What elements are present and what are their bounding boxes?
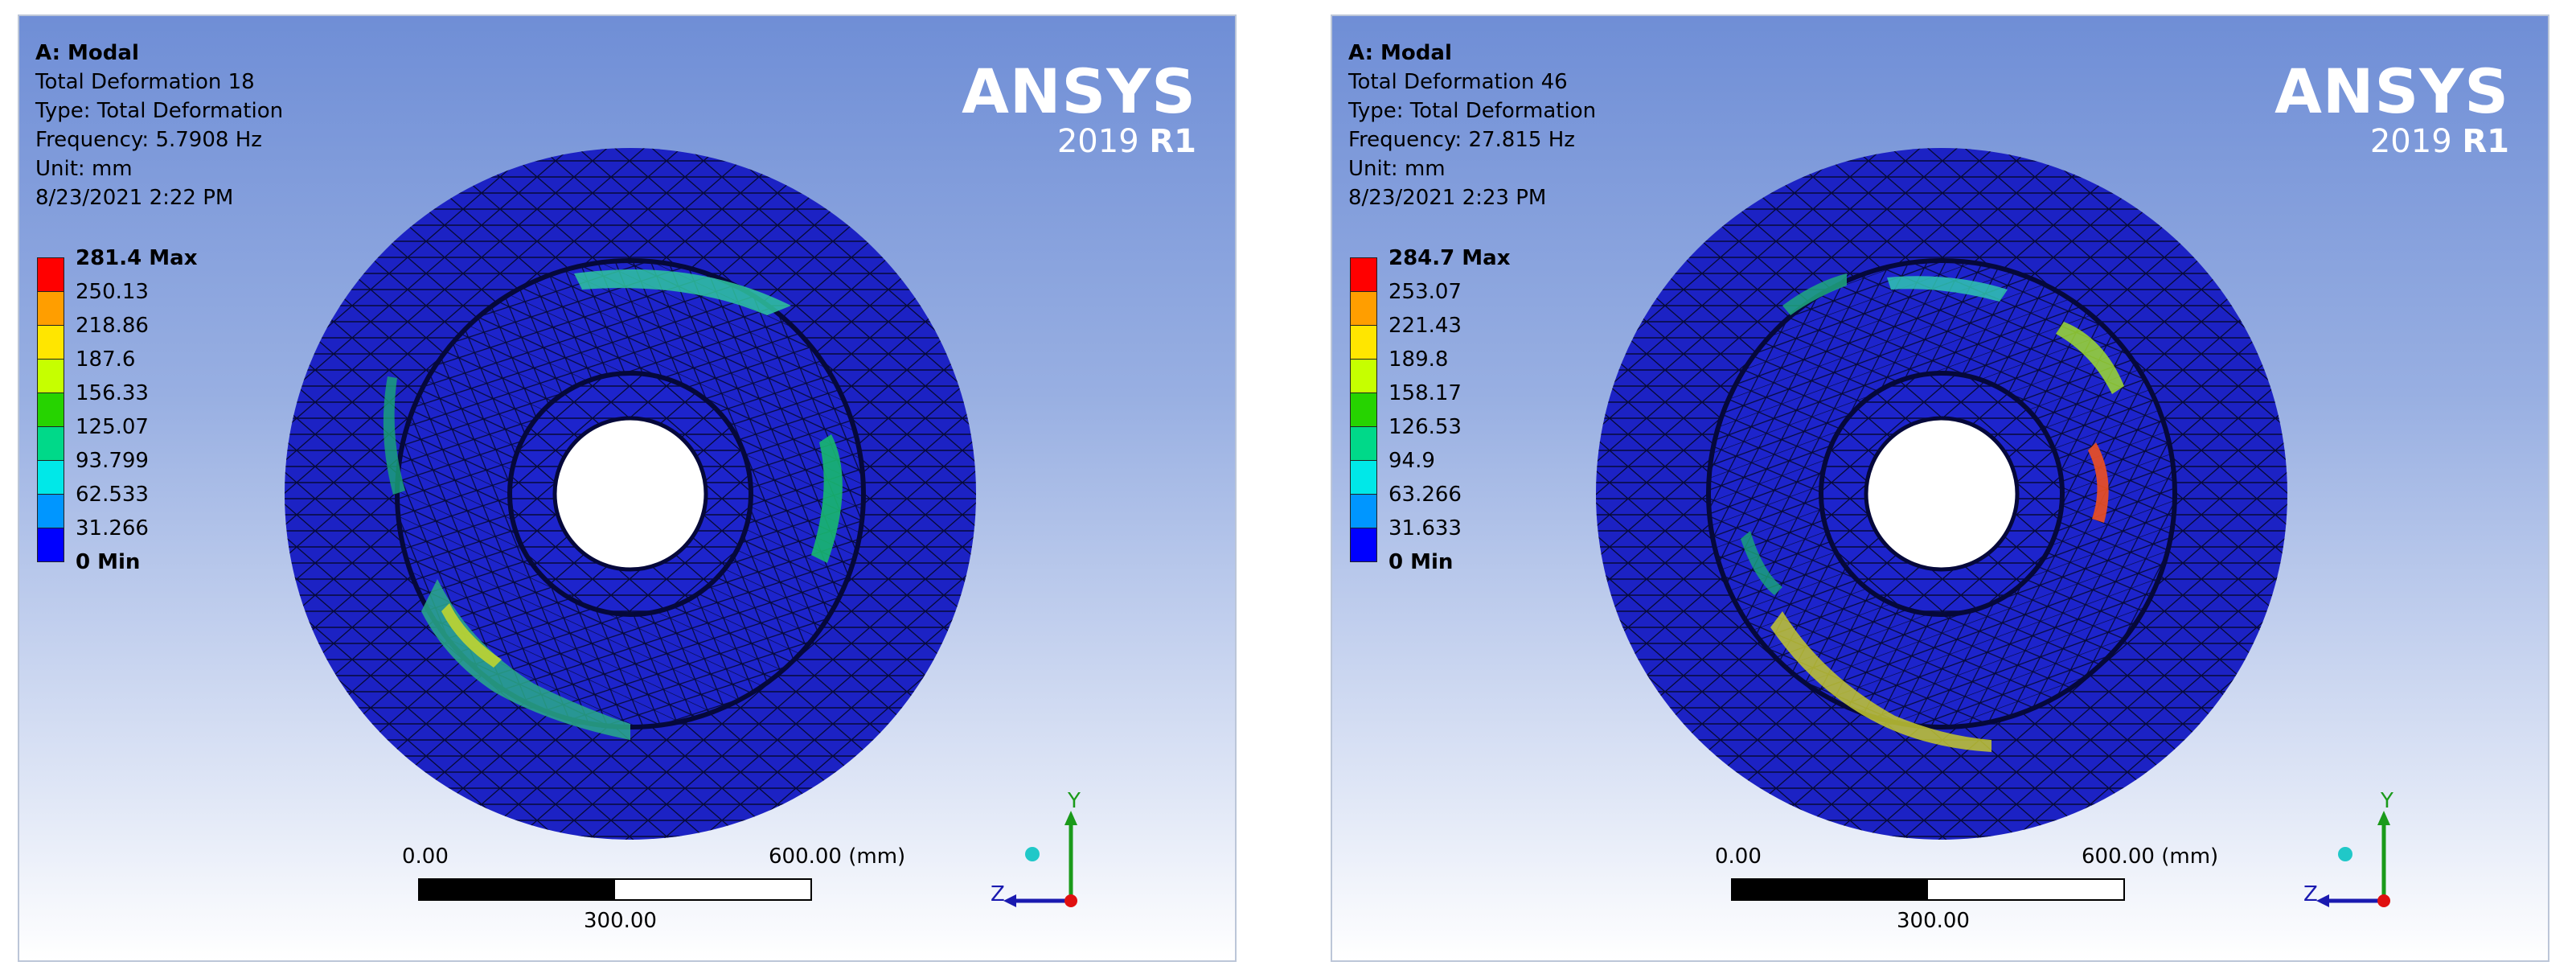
blade-deformation-zone (1741, 531, 1782, 595)
result-name: Total Deformation 46 (1348, 70, 1568, 94)
legend-label: 156.33 (76, 381, 149, 405)
legend-swatch (37, 325, 64, 360)
x-axis-dot-icon (2377, 894, 2390, 907)
legend-swatch (37, 291, 64, 326)
legend-label: 189.8 (1388, 347, 1449, 372)
blade-deformation-zone (574, 269, 791, 315)
legend-label: 62.533 (76, 483, 149, 507)
scale-end-label: 600.00 (mm) (769, 845, 906, 869)
logo-release: R1 (1149, 123, 1196, 160)
result-info: A: Modal Total Deformation 46 Type: Tota… (1348, 39, 1596, 212)
scale-start-label: 0.00 (1715, 845, 1762, 869)
impeller-model[interactable] (1332, 16, 2549, 962)
legend-swatch (37, 426, 64, 461)
result-type: Type: Total Deformation (35, 99, 284, 123)
legend-label: 250.13 (76, 280, 149, 304)
scale-mid-label: 300.00 (584, 909, 657, 933)
result-unit: Unit: mm (35, 157, 133, 181)
blade-deformation-zone (2056, 322, 2124, 394)
legend-swatch (37, 359, 64, 393)
legend-swatch (37, 528, 64, 562)
ansys-logo: ANSYS 2019 R1 (2275, 61, 2509, 161)
z-arrow-icon (2316, 894, 2329, 907)
legend-swatch (1350, 359, 1377, 393)
blade-deformation-zone (811, 434, 843, 563)
logo-brand: ANSYS (962, 55, 1196, 127)
legend-swatch (1350, 426, 1377, 461)
result-name: Total Deformation 18 (35, 70, 255, 94)
y-arrow-icon (1064, 811, 1077, 825)
scale-bar (1731, 878, 2125, 901)
x-axis-dot-icon (1064, 894, 1077, 907)
blade-deformation-zone (2088, 442, 2109, 523)
viewport-left[interactable]: A: Modal Total Deformation 18 Type: Tota… (18, 14, 1237, 962)
result-type: Type: Total Deformation (1348, 99, 1597, 123)
legend-swatch (1350, 528, 1377, 562)
isometric-view-icon[interactable] (1025, 847, 1040, 861)
result-unit: Unit: mm (1348, 157, 1446, 181)
z-arrow-icon (1003, 894, 1016, 907)
blade-deformation-zone (421, 579, 630, 740)
legend-label: 221.43 (1388, 314, 1462, 338)
logo-version: 2019 (2369, 123, 2452, 160)
legend-swatch (37, 257, 64, 292)
legend-label: 31.266 (76, 516, 149, 540)
y-axis-label: Y (2380, 789, 2393, 813)
legend-swatch (1350, 325, 1377, 360)
result-timestamp: 8/23/2021 2:23 PM (1348, 186, 1547, 210)
legend-label: 218.86 (76, 314, 149, 338)
result-frequency: Frequency: 5.7908 Hz (35, 128, 262, 152)
legend-label: 31.633 (1388, 516, 1462, 540)
legend-label: 93.799 (76, 449, 149, 473)
legend-label: 187.6 (76, 347, 136, 372)
legend-swatch (1350, 460, 1377, 495)
legend-label: 63.266 (1388, 483, 1462, 507)
analysis-title: A: Modal (35, 41, 139, 65)
scale-start-label: 0.00 (402, 845, 449, 869)
viewport-right[interactable]: A: Modal Total Deformation 46 Type: Tota… (1331, 14, 2549, 962)
legend-label: 126.53 (1388, 415, 1462, 439)
blade-deformation-zone (1770, 611, 1991, 752)
y-arrow-icon (2377, 811, 2390, 825)
isometric-view-icon[interactable] (2338, 847, 2352, 861)
legend-label: 158.17 (1388, 381, 1462, 405)
shaft-bore (552, 416, 708, 572)
scale-mid-label: 300.00 (1897, 909, 1970, 933)
result-info: A: Modal Total Deformation 18 Type: Tota… (35, 39, 283, 212)
ansys-logo: ANSYS 2019 R1 (962, 61, 1196, 161)
legend-swatch (1350, 291, 1377, 326)
blade-deformation-zone (1887, 276, 2008, 302)
legend-label: 94.9 (1388, 449, 1435, 473)
legend-swatch (37, 460, 64, 495)
legend-label: 253.07 (1388, 280, 1462, 304)
legend-swatch (1350, 257, 1377, 292)
logo-release: R1 (2462, 123, 2509, 160)
legend-swatch (1350, 494, 1377, 528)
scale-end-label: 600.00 (mm) (2082, 845, 2219, 869)
legend-swatch (37, 392, 64, 427)
z-axis-label: Z (991, 882, 1005, 906)
legend-min-label: 0 Min (76, 550, 141, 574)
analysis-title: A: Modal (1348, 41, 1452, 65)
z-axis-label: Z (2303, 882, 2318, 906)
legend-max-label: 281.4 Max (76, 246, 198, 270)
axis-triad[interactable]: Y Z (991, 788, 1103, 917)
scale-bar (418, 878, 812, 901)
logo-version: 2019 (1056, 123, 1139, 160)
impeller-model[interactable] (19, 16, 1237, 962)
blade-deformation-zone (441, 603, 502, 668)
logo-brand: ANSYS (2275, 55, 2509, 127)
shaft-bore (1864, 416, 2020, 572)
result-frequency: Frequency: 27.815 Hz (1348, 128, 1575, 152)
axis-triad[interactable]: Y Z (2303, 788, 2416, 917)
result-timestamp: 8/23/2021 2:22 PM (35, 186, 234, 210)
blade-deformation-zone (1782, 273, 1847, 315)
legend-min-label: 0 Min (1388, 550, 1454, 574)
legend-label: 125.07 (76, 415, 149, 439)
legend-max-label: 284.7 Max (1388, 246, 1511, 270)
y-axis-label: Y (1067, 789, 1081, 813)
blade-deformation-zone (383, 376, 405, 495)
